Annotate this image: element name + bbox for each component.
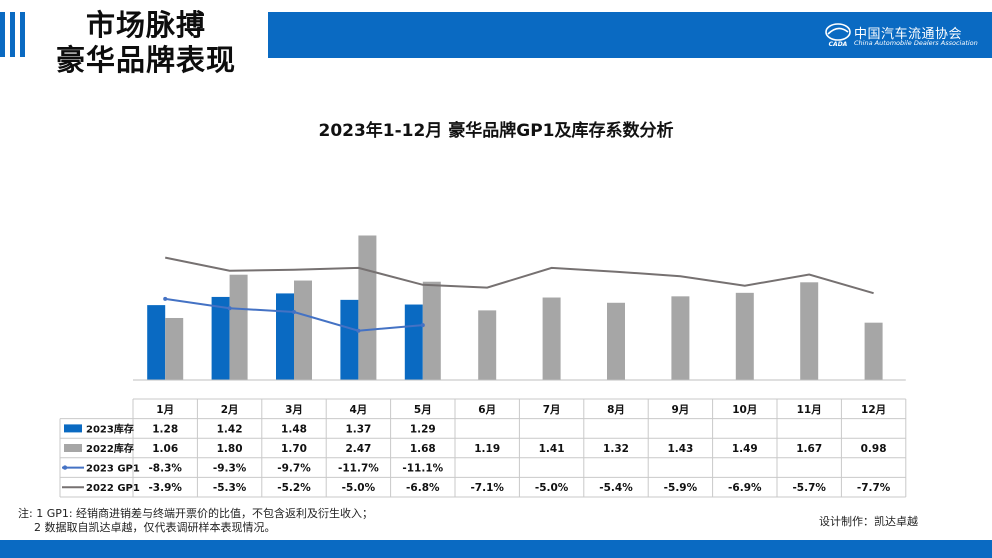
point-2023-gp1-5 [420,323,425,328]
footnote: 注: 1 GP1: 经销商进销差与终端开票价的比值，不包含返利及衍生收入； 2 … [18,507,373,535]
data-label-2023-inventory-1: 1.28 [152,423,178,435]
legend-key-2023-inventory [64,424,82,433]
bar-2023-inventory-3 [276,293,294,380]
point-2023-gp1-1 [163,296,168,301]
table-header-12: 12月 [861,404,886,416]
data-label-2023-inventory-3: 1.48 [281,423,307,435]
data-label-2022-gp1-7: -5.0% [535,482,569,494]
data-label-2023-inventory-5: 1.29 [410,423,436,435]
legend-label-2022-gp1: 2022 GP1 [86,483,140,494]
legend-label-2023-inventory: 2023库存 [86,422,134,435]
bar-2022-inventory-3 [294,280,312,380]
bar-2022-inventory-8 [607,302,625,380]
bar-2022-inventory-10 [735,292,754,380]
cada-logo-mark: CADA [829,41,848,48]
data-label-2022-gp1-9: -5.9% [664,482,698,494]
data-label-2022-inventory-3: 1.70 [281,443,307,455]
data-label-2023-gp1-3: -9.7% [277,463,311,475]
cada-logo: CADA 中国汽车流通协会 China Automobile Dealers A… [824,22,978,52]
legend-key-dot-2023-gp1 [62,465,68,470]
footer-bar [0,540,992,558]
data-label-2022-gp1-3: -5.2% [277,482,311,494]
data-label-2022-inventory-9: 1.43 [667,443,693,455]
legend-key-2022-inventory [64,444,82,452]
data-label-2022-gp1-8: -5.4% [599,482,633,494]
table-header-2: 2月 [221,404,239,416]
cada-logo-icon: CADA [825,23,851,48]
design-credit: 设计制作：凯达卓越 [819,515,918,528]
data-label-2023-gp1-4: -11.7% [338,463,379,475]
data-label-2023-gp1-5: -11.1% [402,463,443,475]
table-header-11: 11月 [797,404,822,416]
data-label-2022-inventory-12: 0.98 [861,443,887,455]
data-label-2022-gp1-5: -6.8% [406,482,440,494]
logo-cn-text: 中国汽车流通协会 [854,27,963,42]
bar-2022-inventory-1 [165,317,184,380]
page-title: 市场脉搏 豪华品牌表现 [48,8,244,78]
data-label-2023-gp1-2: -9.3% [213,463,247,475]
data-label-2023-gp1-1: -8.3% [148,463,182,475]
point-2023-gp1-3 [292,309,296,314]
point-2023-gp1-2 [227,306,232,311]
data-label-2022-gp1-2: -5.3% [213,482,247,494]
table-header-7: 7月 [543,404,561,416]
footnote-line2: 2 数据取自凯达卓越，仅代表调研样本表现情况。 [34,521,276,534]
data-label-2022-gp1-12: -7.7% [857,482,891,494]
data-label-2022-inventory-11: 1.67 [796,443,822,455]
data-label-2022-gp1-1: -3.9% [148,482,182,494]
bar-2022-inventory-9 [671,296,690,380]
bar-2022-inventory-7 [542,297,561,380]
table-header-10: 10月 [732,404,757,416]
data-label-2022-inventory-7: 1.41 [539,443,565,455]
data-label-2023-inventory-2: 1.42 [217,423,243,435]
table-header-4: 4月 [349,404,367,416]
line-2022-gp1 [165,256,874,295]
data-label-2022-gp1-10: -6.9% [728,482,762,494]
header-stripes [0,12,50,57]
bar-2022-inventory-11 [800,282,819,380]
data-label-2022-gp1-4: -5.0% [342,482,376,494]
table-header-5: 5月 [414,404,432,416]
footnote-line1: 注: 1 GP1: 经销商进销差与终端开票价的比值，不包含返利及衍生收入； [18,507,374,520]
table-header-3: 3月 [285,404,303,416]
point-2023-gp1-4 [356,328,361,333]
data-label-2023-inventory-4: 1.37 [345,423,371,435]
bar-2022-inventory-4 [358,235,377,380]
bar-2022-inventory-2 [229,274,248,380]
table-header-8: 8月 [607,404,625,416]
bar-2023-inventory-1 [147,305,166,380]
chart-title: 2023年1-12月 豪华品牌GP1及库存系数分析 [318,121,674,141]
table-header-9: 9月 [671,404,689,416]
data-label-2022-inventory-8: 1.32 [603,443,629,455]
bar-2023-inventory-2 [211,296,230,380]
data-label-2022-inventory-4: 2.47 [345,443,371,455]
header-bar [268,12,992,58]
data-label-2022-inventory-6: 1.19 [474,443,500,455]
data-label-2022-gp1-6: -7.1% [470,482,504,494]
bar-2023-inventory-5 [404,304,423,380]
bar-2022-inventory-6 [478,310,497,380]
table-header-6: 6月 [478,404,496,416]
page-title-line1: 市场脉搏 [85,8,206,42]
logo-en-text: China Automobile Dealers Association [854,39,978,47]
legend-label-2023-gp1: 2023 GP1 [86,464,140,475]
data-label-2022-gp1-11: -5.7% [792,482,826,494]
data-label-2022-inventory-1: 1.06 [152,443,178,455]
data-label-2022-inventory-5: 1.68 [410,443,436,455]
bar-2023-inventory-4 [340,299,359,380]
data-label-2022-inventory-2: 1.80 [217,443,243,455]
data-label-2022-inventory-10: 1.49 [732,443,758,455]
table-header-1: 1月 [156,404,174,416]
bar-2022-inventory-5 [422,281,441,380]
bar-2022-inventory-12 [864,322,883,380]
legend-label-2022-inventory: 2022库存 [86,442,134,455]
page-title-line2: 豪华品牌表现 [55,43,236,77]
